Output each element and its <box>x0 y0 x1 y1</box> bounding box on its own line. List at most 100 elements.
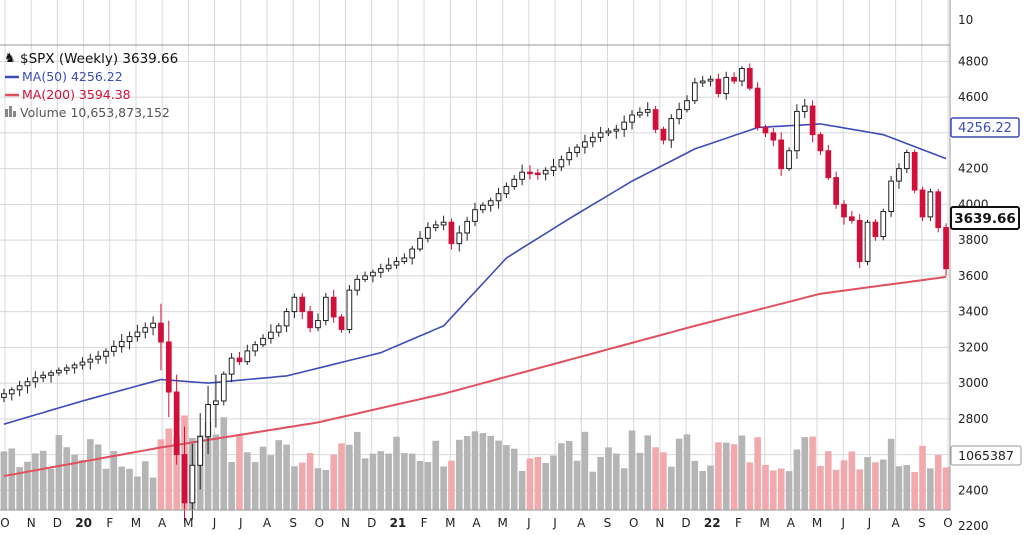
candle <box>589 131 596 148</box>
volume-bar <box>644 435 652 510</box>
volume-bar <box>456 439 463 510</box>
candle <box>809 100 816 143</box>
candle <box>440 215 447 231</box>
candle <box>370 269 376 283</box>
candle <box>1 388 7 403</box>
candle-body <box>142 327 149 333</box>
candle <box>754 82 761 131</box>
candle <box>801 98 808 119</box>
volume-bar <box>550 455 557 510</box>
candle <box>903 149 910 174</box>
x-tick-label: M <box>498 516 508 530</box>
candle-body <box>849 216 855 221</box>
candle-body <box>935 191 942 229</box>
legend: ♞ $SPX (Weekly) 3639.66 MA(50) 4256.22 M… <box>4 51 178 120</box>
candle <box>87 353 94 370</box>
volume-bar <box>134 476 141 510</box>
candle-body <box>32 377 39 383</box>
candle-body <box>534 172 541 176</box>
volume-bar <box>817 465 824 510</box>
candle <box>228 353 235 383</box>
candle <box>825 144 832 181</box>
volume-bar <box>840 460 848 510</box>
candle <box>479 202 486 214</box>
volume-bar <box>542 462 549 510</box>
volume-bar <box>895 466 903 510</box>
candle <box>275 323 282 337</box>
candle <box>417 231 423 252</box>
candle-body <box>8 389 15 395</box>
candle <box>495 187 502 209</box>
candle-body <box>613 128 620 132</box>
x-tick-label: J <box>840 516 845 530</box>
candle <box>283 308 290 333</box>
candle-body <box>809 105 816 136</box>
candle <box>48 369 54 383</box>
candle <box>220 371 227 406</box>
volume-bar <box>314 468 322 510</box>
x-tick-label: A <box>577 516 586 530</box>
candle <box>346 285 353 334</box>
candle-body <box>786 150 792 170</box>
candle-body <box>746 68 753 89</box>
candle-body <box>833 177 840 205</box>
candle-body <box>134 331 141 338</box>
candle-body <box>542 169 549 175</box>
x-tick-label: A <box>892 516 901 530</box>
candle-body <box>864 221 871 263</box>
candle <box>817 132 824 155</box>
candle <box>401 253 408 265</box>
candle-body <box>56 369 62 374</box>
volume-bar <box>118 466 125 510</box>
candle <box>527 165 533 180</box>
volume-bar <box>298 462 306 510</box>
ma200-line <box>3 275 947 477</box>
volume-bar <box>55 435 63 510</box>
volume-bar <box>267 455 275 510</box>
candle <box>448 218 455 250</box>
volume-bar <box>707 465 714 510</box>
volume-bar <box>605 447 612 510</box>
volume-bar <box>683 434 691 510</box>
y-tick-label: 3400 <box>958 305 989 319</box>
candle <box>574 144 580 158</box>
volume-bar <box>149 477 157 510</box>
candle-body <box>189 464 196 504</box>
volume-icon <box>5 106 16 117</box>
candle <box>472 202 478 227</box>
candle-body <box>550 166 557 171</box>
candle <box>197 413 204 490</box>
candle-body <box>479 204 486 211</box>
volume-bar <box>71 454 78 510</box>
candle <box>63 364 70 375</box>
volume-bar <box>86 439 94 510</box>
candle-body <box>707 78 714 82</box>
candle-body <box>103 350 109 357</box>
candle <box>79 357 86 370</box>
candle <box>181 426 188 523</box>
candle-body <box>825 150 832 179</box>
candle-body <box>699 80 706 84</box>
candle-body <box>197 436 204 466</box>
candle-body <box>150 322 156 329</box>
candle-body <box>856 219 863 263</box>
volume-bar <box>0 451 8 510</box>
candle-body <box>126 336 133 343</box>
candle <box>919 186 926 222</box>
candle-body <box>841 203 847 218</box>
volume-bar <box>236 434 243 510</box>
candle <box>291 293 298 319</box>
volume-bar <box>32 453 39 510</box>
candle <box>503 182 510 199</box>
volume-bar <box>94 444 102 510</box>
x-tick-label: O <box>0 516 9 530</box>
candle-body <box>236 357 243 363</box>
legend-volume: Volume 10,653,873,152 <box>20 105 170 120</box>
candle-body <box>519 171 525 180</box>
candle-body <box>291 296 298 313</box>
candle <box>511 175 518 190</box>
candle-body <box>605 130 612 134</box>
y-tick-label: 3200 <box>958 340 989 354</box>
candle-body <box>213 400 219 406</box>
volume-bar <box>346 444 353 510</box>
